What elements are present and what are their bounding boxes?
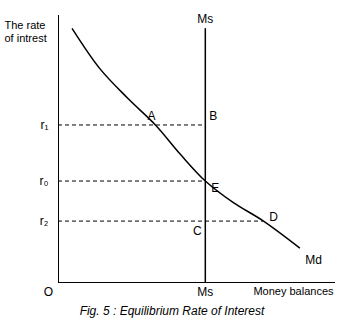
svg-text:O: O [44, 285, 53, 299]
svg-text:Ms: Ms [197, 285, 213, 299]
svg-text:r₀: r₀ [40, 174, 49, 188]
svg-text:A: A [147, 109, 155, 123]
svg-text:C: C [193, 224, 202, 238]
svg-text:Ms: Ms [197, 12, 213, 26]
svg-text:B: B [209, 109, 217, 123]
svg-text:D: D [269, 210, 278, 224]
svg-text:The rateof intrest: The rateof intrest [5, 19, 47, 44]
svg-text:Money balances: Money balances [253, 285, 334, 297]
svg-text:Md: Md [305, 253, 322, 267]
svg-text:r₁: r₁ [40, 118, 48, 132]
html-text:Fig. 5 : Equilibrium Rate of I: Fig. 5 : Equilibrium Rate of Interest [79, 304, 265, 318]
svg-text:r₂: r₂ [40, 214, 49, 228]
svg-text:E: E [211, 181, 219, 195]
